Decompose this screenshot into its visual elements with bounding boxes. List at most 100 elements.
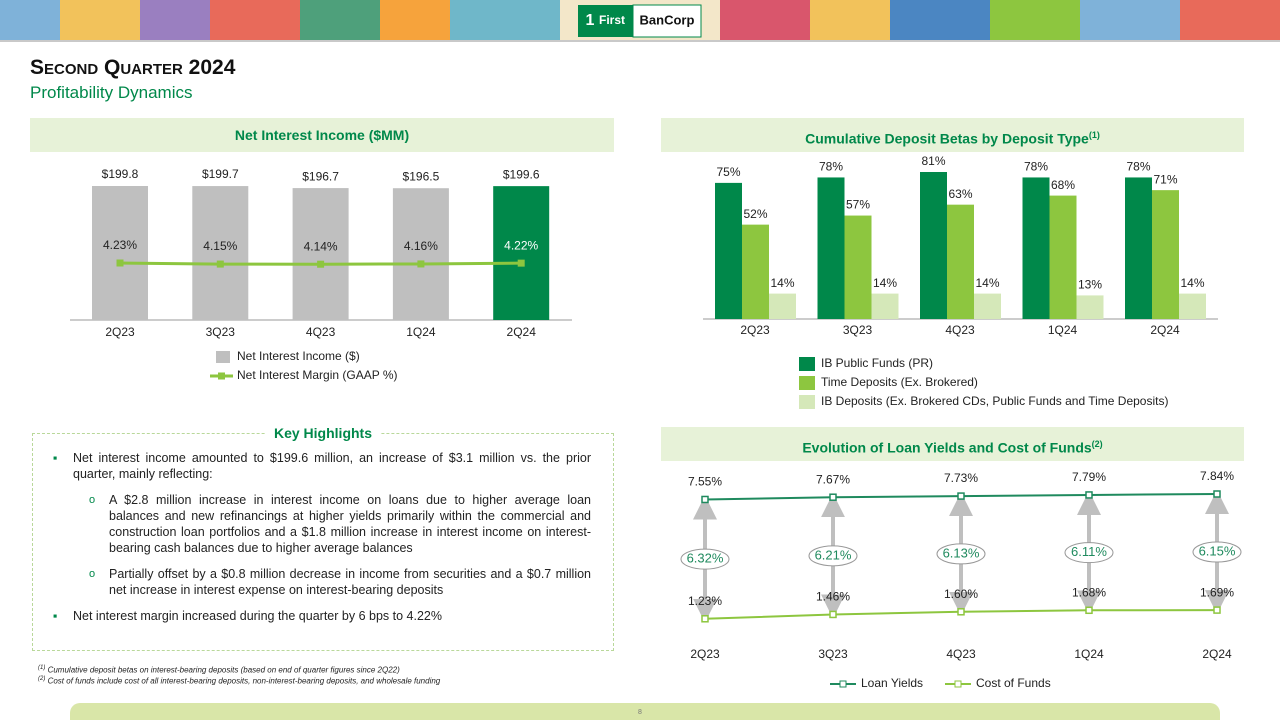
legend-label: Net Interest Income ($) [237, 349, 360, 363]
line-marker [957, 492, 965, 500]
bullet: Net interest income amounted to $199.6 m… [53, 450, 591, 598]
x-tick-label: 1Q24 [1048, 323, 1078, 337]
value-label: 7.73% [944, 471, 978, 485]
value-label: 4.15% [203, 239, 237, 253]
x-tick-label: 3Q23 [843, 323, 873, 337]
bar [920, 172, 947, 319]
value-label: 52% [743, 207, 767, 221]
spread-label: 6.32% [687, 551, 724, 566]
value-label: 78% [1126, 160, 1150, 174]
chart-title: Net Interest Income ($MM) [234, 127, 410, 143]
legend-swatch [218, 372, 225, 380]
bar [1125, 177, 1152, 319]
spread-label: 6.15% [1199, 543, 1236, 558]
legend-swatch [216, 351, 230, 363]
line-marker [1085, 606, 1093, 615]
value-label: 7.67% [816, 472, 850, 486]
sub-bullet: A $2.8 million increase in interest inco… [73, 492, 591, 556]
sub-bullet: Partially offset by a $0.8 million decre… [73, 566, 591, 598]
value-label: 13% [1078, 278, 1102, 292]
bar [1152, 190, 1179, 319]
x-tick-label: 4Q23 [306, 325, 336, 339]
line-marker [417, 260, 425, 268]
x-tick-label: 2Q23 [740, 323, 770, 337]
line-marker [517, 259, 525, 267]
line-marker [829, 610, 837, 619]
legend-label: Loan Yields [861, 676, 923, 690]
footnote: (2) Cost of funds include cost of all in… [38, 676, 440, 686]
value-label: 68% [1051, 178, 1075, 192]
bar [192, 186, 249, 320]
chart-title: Cumulative Deposit Betas by Deposit Type [805, 130, 1089, 147]
legend-label: Cost of Funds [976, 676, 1051, 690]
value-label: 4.16% [404, 239, 438, 253]
highlights-box: Key Highlights Net interest income amoun… [32, 425, 614, 651]
spread-bubble [1192, 541, 1242, 563]
x-tick-label: 1Q24 [1074, 647, 1104, 661]
x-tick-label: 2Q24 [1150, 323, 1180, 337]
bar [947, 204, 974, 319]
bar [769, 293, 796, 319]
value-label: $196.7 [302, 169, 339, 183]
bar [742, 224, 769, 319]
section-header: Net Interest Income ($MM) [30, 118, 614, 152]
line-marker [1213, 606, 1221, 614]
line-marker [957, 608, 965, 616]
spread-bubble [1064, 542, 1114, 564]
value-label: 78% [819, 160, 843, 174]
value-label: 1.60% [944, 587, 978, 601]
chart-title: Evolution of Loan Yields and Cost of Fun… [802, 439, 1092, 456]
value-label: $199.8 [102, 167, 139, 181]
value-label: 1.46% [816, 590, 850, 604]
value-label: 63% [948, 187, 972, 201]
slide-subtitle: Profitability Dynamics [30, 83, 193, 102]
bar [1022, 177, 1050, 319]
legend-swatch [954, 680, 962, 688]
value-label: 7.79% [1072, 470, 1106, 484]
x-tick-label: 2Q24 [1202, 647, 1232, 661]
value-label: 1.68% [1072, 585, 1106, 599]
spread-label: 6.11% [1071, 544, 1107, 559]
footnote: (1) Cumulative deposit betas on interest… [38, 665, 400, 675]
x-tick-label: 2Q23 [690, 647, 720, 661]
bar [817, 177, 845, 319]
line-marker [1085, 491, 1093, 499]
value-label: 7.84% [1200, 469, 1234, 483]
value-label: 1.69% [1200, 585, 1234, 599]
value-label: 71% [1153, 172, 1177, 186]
spread-bubble [680, 548, 730, 570]
value-label: 14% [770, 276, 794, 290]
legend-swatch [799, 357, 815, 371]
bullet-text: Net interest income amounted to $199.6 m… [73, 451, 591, 481]
value-label: $196.5 [403, 169, 440, 183]
spread-label: 6.21% [815, 547, 852, 562]
logo-first: First [599, 13, 625, 27]
bar [92, 186, 148, 320]
footnote-text: Cost of funds include cost of all intere… [47, 676, 441, 686]
bar [871, 293, 899, 319]
value-label: 7.55% [688, 475, 722, 489]
section-header: Cumulative Deposit Betas by Deposit Type… [661, 118, 1244, 152]
value-label: 81% [921, 154, 945, 168]
highlights-list: Net interest income amounted to $199.6 m… [53, 450, 591, 624]
value-label: 1.23% [688, 594, 722, 608]
spread-bubble [936, 543, 986, 565]
legend-label: Net Interest Margin (GAAP %) [237, 368, 398, 382]
bar [1049, 195, 1077, 319]
slide-title: Second Quarter 2024 [30, 56, 236, 79]
page-number: 8 [638, 709, 642, 716]
bar [715, 182, 742, 319]
line-marker [701, 615, 709, 623]
bar [493, 186, 550, 320]
value-label: 14% [1180, 276, 1204, 290]
title-note: (2) [1091, 439, 1103, 449]
x-tick-label: 4Q23 [946, 647, 976, 661]
x-tick-label: 2Q23 [105, 325, 135, 339]
value-label: 75% [716, 165, 740, 179]
x-tick-label: 1Q24 [406, 325, 436, 339]
bar [292, 188, 349, 320]
bar [974, 293, 1001, 319]
line-marker [701, 495, 709, 504]
